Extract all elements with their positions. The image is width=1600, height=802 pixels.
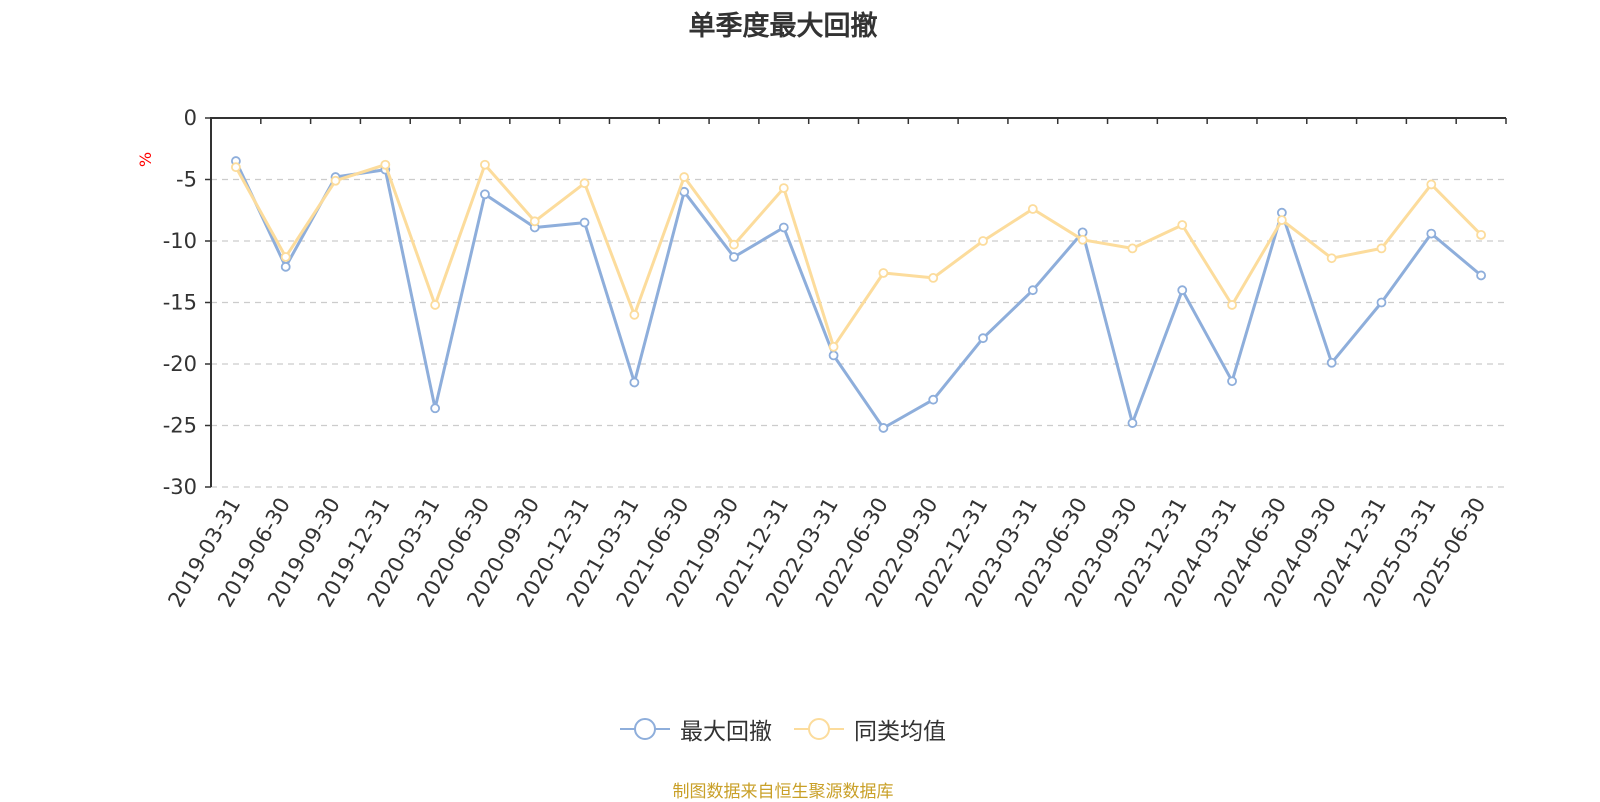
data-point <box>729 239 739 250</box>
legend-label-peer-average: 同类均值 <box>854 719 946 745</box>
data-point <box>828 341 839 352</box>
series-0 <box>231 156 1486 433</box>
data-point <box>1426 179 1437 190</box>
data-point <box>778 183 789 194</box>
data-point <box>978 333 988 344</box>
data-point <box>1027 285 1038 296</box>
data-point <box>1077 234 1088 245</box>
data-point <box>1426 228 1437 239</box>
data-point <box>380 159 391 170</box>
data-point <box>778 222 789 233</box>
y-tick-label: -10 <box>163 229 197 253</box>
data-point <box>1326 357 1337 368</box>
data-point <box>231 162 241 173</box>
y-tick-label: -30 <box>163 475 197 499</box>
data-point <box>1476 270 1486 281</box>
data-point <box>579 178 590 189</box>
data-point <box>430 300 441 310</box>
data-point <box>1326 253 1337 264</box>
data-point <box>1476 229 1486 240</box>
legend-item-max-drawdown[interactable]: 最大回撤 <box>620 712 772 746</box>
data-point <box>430 403 441 414</box>
y-tick-label: -25 <box>163 414 197 438</box>
series-line <box>234 160 1483 430</box>
data-point <box>629 309 640 320</box>
tick-labels: 0-5-10-15-20-25-302019-03-312019-06-3020… <box>163 106 1491 611</box>
legend: 最大回撤 同类均值 <box>0 712 1566 746</box>
legend-label-max-drawdown: 最大回撤 <box>680 719 772 745</box>
series-1 <box>231 159 1486 352</box>
data-point <box>280 261 291 272</box>
data-point <box>878 423 889 433</box>
y-axis-unit-label: % <box>136 151 156 168</box>
data-point <box>529 216 540 227</box>
data-point <box>1276 215 1287 225</box>
series-lines <box>231 156 1486 433</box>
data-point <box>1127 418 1138 428</box>
data-point <box>579 217 590 228</box>
data-point <box>1227 376 1237 387</box>
chart-title: 单季度最大回撤 <box>688 11 878 42</box>
legend-marker-max-drawdown <box>634 718 656 740</box>
data-point <box>1227 300 1237 310</box>
data-point <box>679 172 690 182</box>
data-point <box>729 252 739 262</box>
legend-swatch-peer-average <box>794 718 844 740</box>
data-point <box>1376 297 1387 308</box>
y-tick-label: 0 <box>184 106 197 130</box>
grid-lines <box>211 178 1506 488</box>
data-point <box>1027 204 1038 214</box>
data-point <box>280 252 291 262</box>
data-point <box>878 268 889 278</box>
legend-item-peer-average[interactable]: 同类均值 <box>794 712 946 746</box>
data-point <box>928 394 939 405</box>
y-tick-label: -15 <box>163 291 197 315</box>
y-tick-label: -5 <box>176 168 197 192</box>
data-point <box>978 236 988 246</box>
data-point <box>928 272 939 283</box>
data-point <box>1376 243 1387 254</box>
axes <box>205 117 1507 488</box>
data-point <box>1127 243 1138 254</box>
data-point <box>480 159 490 170</box>
y-tick-label: -20 <box>163 352 197 376</box>
data-point <box>828 350 839 361</box>
legend-swatch-max-drawdown <box>620 718 670 740</box>
data-point <box>629 377 640 388</box>
legend-marker-peer-average <box>808 718 830 740</box>
data-point <box>480 189 490 200</box>
data-point <box>1177 220 1188 230</box>
data-source-note: 制图数据来自恒生聚源数据库 <box>672 782 894 802</box>
data-point <box>1177 285 1188 296</box>
data-point <box>330 175 341 186</box>
series-line <box>234 163 1483 349</box>
